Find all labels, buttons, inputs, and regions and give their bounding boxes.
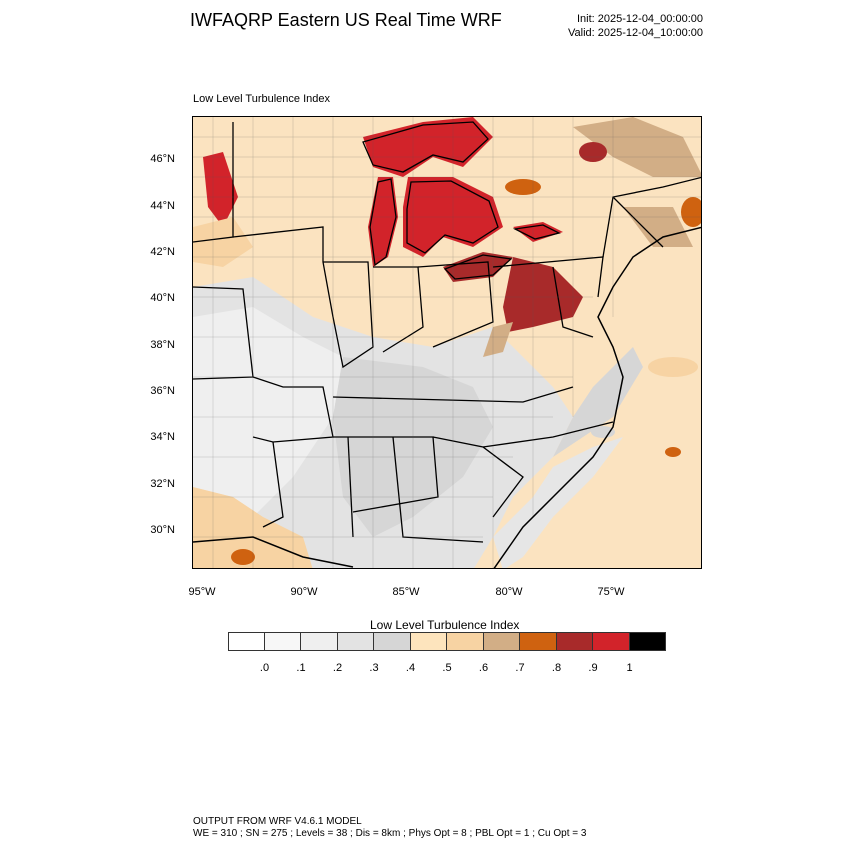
plot-title: IWFAQRP Eastern US Real Time WRF xyxy=(190,10,502,30)
colorbar-swatch xyxy=(483,632,520,651)
lon-label-75: 75°W xyxy=(597,586,625,598)
coastline xyxy=(493,226,701,568)
colorbar-label: .7 xyxy=(515,662,525,674)
lat-label-42: 42°N xyxy=(150,246,175,258)
offshore-gray xyxy=(493,437,623,568)
lat-label-38: 38°N xyxy=(150,339,175,351)
lat-label-30: 30°N xyxy=(150,524,175,536)
lat-label-32: 32°N xyxy=(150,478,175,490)
lat-label-36: 36°N xyxy=(150,385,175,397)
gulf-orange xyxy=(231,549,255,565)
atlantic-gray xyxy=(591,426,615,438)
colorbar-swatch xyxy=(629,632,666,651)
colorbar-swatch xyxy=(374,632,411,651)
colorbar-label: .1 xyxy=(296,662,306,674)
colorbar-swatch xyxy=(593,632,630,651)
colorbar-label: .9 xyxy=(588,662,598,674)
lowest-zone-west xyxy=(193,307,343,537)
colorbar-label: .5 xyxy=(442,662,452,674)
appalachian-tan xyxy=(483,322,513,357)
canada-tan xyxy=(573,117,701,177)
colorbar-swatch xyxy=(264,632,301,651)
colorbar-label: .0 xyxy=(259,662,270,674)
colorbar-title: Low Level Turbulence Index xyxy=(370,618,520,632)
lon-label-85: 85°W xyxy=(392,586,420,598)
lon-label-95: 95°W xyxy=(188,586,216,598)
colorbar-swatch xyxy=(520,632,557,651)
colorbar-swatch xyxy=(337,632,374,651)
colorbar-label: .6 xyxy=(478,662,489,674)
county-lines xyxy=(193,117,701,568)
minnesota-high xyxy=(203,152,238,227)
lat-label-34: 34°N xyxy=(150,431,175,443)
lake-outlines xyxy=(362,121,561,280)
colorbar-label: .2 xyxy=(332,662,343,674)
canada-red-1 xyxy=(579,142,607,162)
state-boundaries xyxy=(193,122,701,543)
maine-orange xyxy=(681,197,701,227)
gulf-coastline xyxy=(193,536,354,568)
footer-config: WE = 310 ; SN = 275 ; Levels = 38 ; Dis … xyxy=(193,828,587,839)
colorbar-label: 1 xyxy=(626,662,633,674)
map-canvas xyxy=(193,117,701,568)
colorbar-label: .4 xyxy=(405,662,416,674)
init-time: Init: 2025-12-04_00:00:00 xyxy=(577,13,703,25)
lat-label-40: 40°N xyxy=(150,292,175,304)
appalachian-high xyxy=(503,257,583,332)
colorbar-swatch xyxy=(301,632,338,651)
lat-label-44: 44°N xyxy=(150,200,175,212)
midwest-tan xyxy=(193,217,253,267)
colorbar-swatch xyxy=(228,632,265,651)
atlantic-tan-1 xyxy=(648,357,698,377)
canada-orange-1 xyxy=(505,179,541,195)
colorbar-swatch xyxy=(447,632,484,651)
colorbar-swatch xyxy=(556,632,593,651)
lon-label-90: 90°W xyxy=(290,586,318,598)
atlantic-orange xyxy=(665,447,681,457)
colorbar-label: .8 xyxy=(551,662,562,674)
field-subtitle: Low Level Turbulence Index xyxy=(193,93,330,105)
footer-model: OUTPUT FROM WRF V4.6.1 MODEL xyxy=(193,816,362,827)
valid-time: Valid: 2025-12-04_10:00:00 xyxy=(568,27,703,39)
colorbar xyxy=(228,632,666,651)
map-panel xyxy=(192,116,702,569)
lat-label-46: 46°N xyxy=(150,153,175,165)
gulf-tan xyxy=(193,487,313,568)
lake-erie-high xyxy=(443,252,513,282)
colorbar-swatch xyxy=(410,632,447,651)
colorbar-label: .3 xyxy=(369,662,379,674)
lon-label-80: 80°W xyxy=(495,586,523,598)
coastal-gray xyxy=(553,347,643,457)
